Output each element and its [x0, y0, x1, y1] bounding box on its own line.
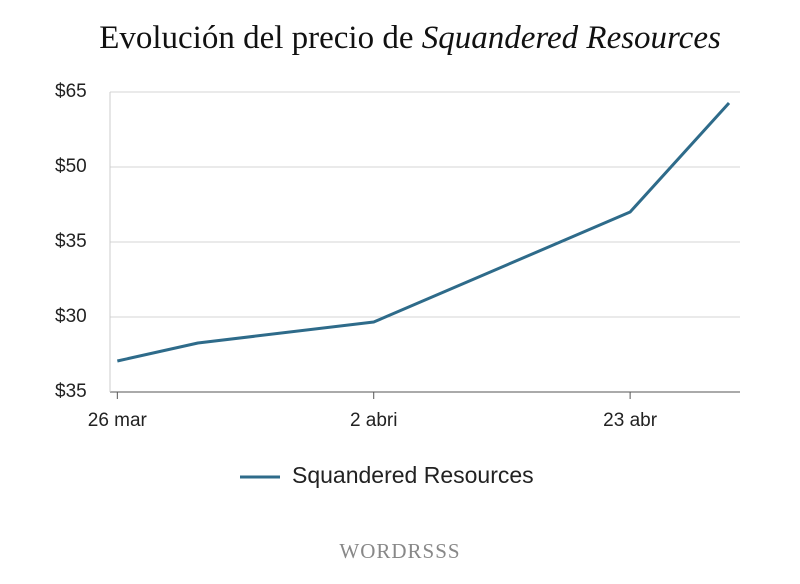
y-tick-label: $30	[55, 306, 87, 327]
y-tick-label: $50	[55, 156, 87, 177]
y-tick-label: $35	[55, 381, 87, 402]
y-tick-label: $35	[55, 231, 87, 252]
title-emphasis: Squandered Resources	[422, 20, 721, 56]
footer-logo: WORDRSSS	[339, 539, 460, 563]
y-tick-label: $65	[55, 81, 87, 102]
title-main: Evolución del precio de	[99, 20, 413, 56]
x-tick-label: 2 abri	[350, 410, 398, 431]
data-line	[116, 101, 731, 363]
chart-title: Evolución del precio de Squandered Resou…	[99, 20, 721, 56]
legend-label: Squandered Resources	[292, 462, 534, 488]
x-tick-label: 26 mar	[88, 410, 148, 431]
x-tick-label: 23 abr	[603, 410, 658, 431]
